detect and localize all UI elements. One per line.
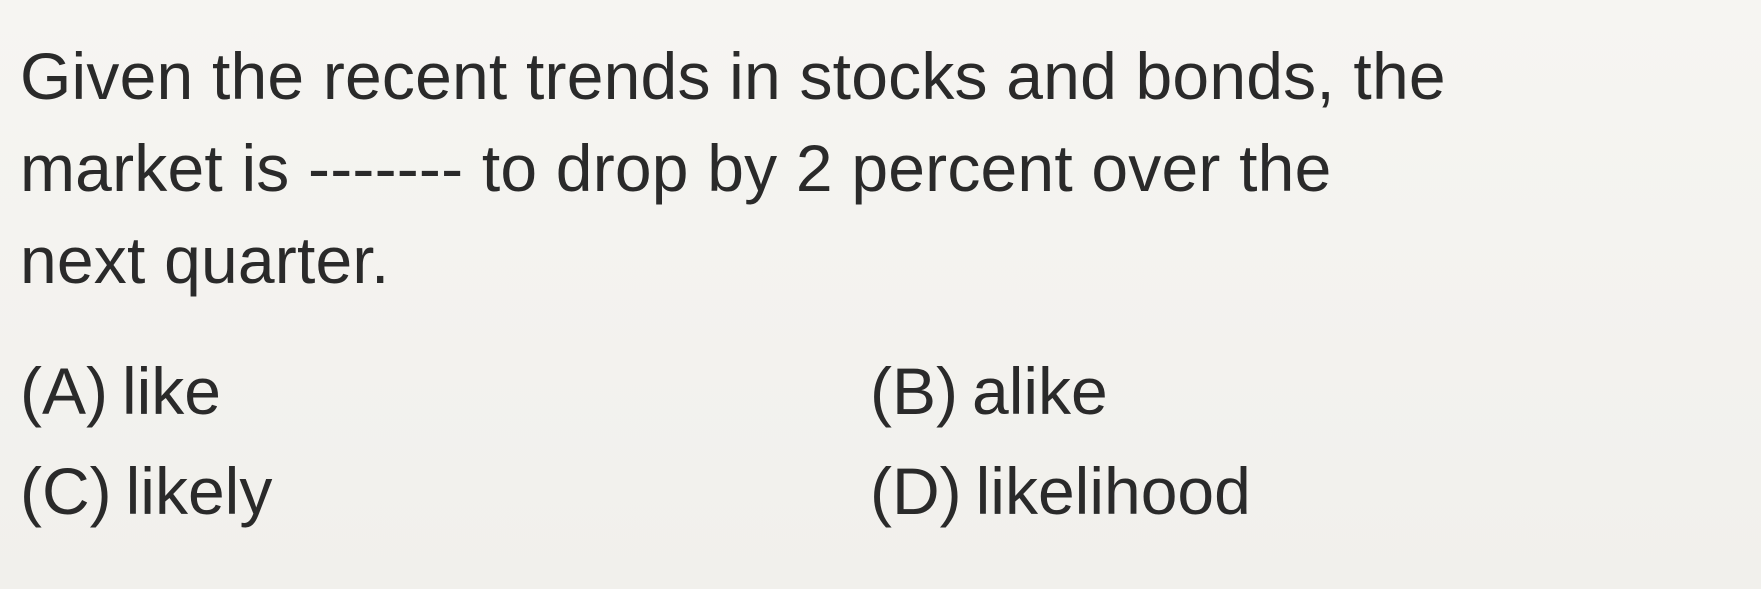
- option-d-text: likelihood: [975, 454, 1251, 528]
- option-c-text: likely: [125, 454, 273, 528]
- question-line-3: next quarter.: [20, 223, 390, 297]
- option-b-text: alike: [971, 354, 1108, 428]
- option-c[interactable]: (C) likely: [20, 445, 272, 537]
- option-a-letter: (A): [20, 354, 108, 428]
- option-a[interactable]: (A) like: [20, 345, 221, 437]
- option-b-letter: (B): [870, 354, 958, 428]
- option-d[interactable]: (D) likelihood: [870, 445, 1251, 537]
- option-d-letter: (D): [870, 454, 962, 528]
- option-a-text: like: [121, 354, 222, 428]
- question-text: Given the recent trends in stocks and bo…: [20, 30, 1740, 306]
- option-b[interactable]: (B) alike: [870, 345, 1108, 437]
- question-line-1: Given the recent trends in stocks and bo…: [20, 39, 1446, 113]
- answer-options: (A) like (B) alike (C) likely (D) likelihood: [20, 345, 1740, 545]
- option-c-letter: (C): [20, 454, 112, 528]
- question-line-2: market is ------- to drop by 2 percent o…: [20, 131, 1332, 205]
